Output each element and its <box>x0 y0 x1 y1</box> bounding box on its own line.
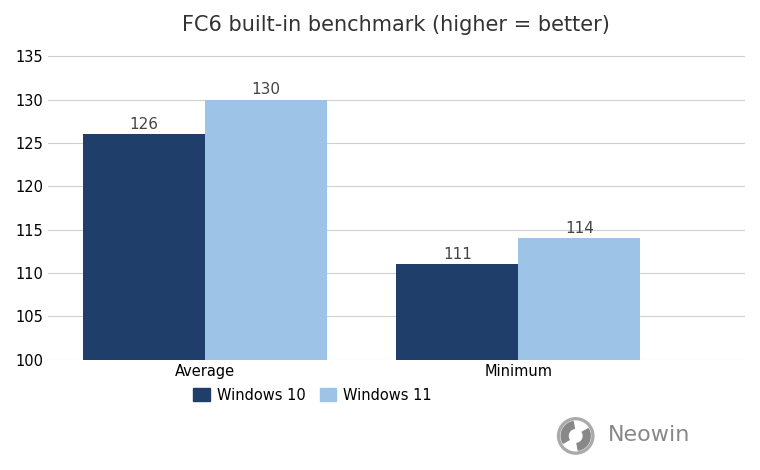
Text: 111: 111 <box>443 247 472 262</box>
Text: 114: 114 <box>565 220 594 235</box>
Circle shape <box>561 421 591 451</box>
Wedge shape <box>561 422 575 443</box>
Wedge shape <box>577 429 591 450</box>
Bar <box>397 264 518 360</box>
Text: Neowin: Neowin <box>608 425 690 445</box>
Title: FC6 built-in benchmark (higher = better): FC6 built-in benchmark (higher = better) <box>182 15 610 35</box>
Bar <box>83 134 204 360</box>
Text: 130: 130 <box>252 82 280 97</box>
Circle shape <box>572 433 579 439</box>
Bar <box>518 238 641 360</box>
Legend: Windows 10, Windows 11: Windows 10, Windows 11 <box>188 382 438 408</box>
Circle shape <box>558 418 594 454</box>
Bar <box>204 100 327 360</box>
Text: 126: 126 <box>129 117 158 132</box>
